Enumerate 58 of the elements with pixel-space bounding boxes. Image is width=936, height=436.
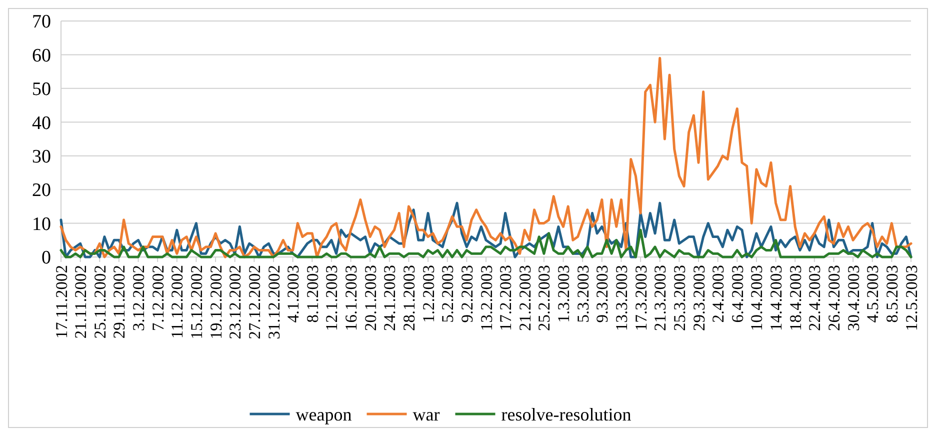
- x-tick-label: 22.4.2003: [805, 265, 824, 331]
- x-tick-label: 25.3.2003: [670, 265, 689, 331]
- x-tick-label: 21.11.2002: [71, 265, 90, 339]
- x-tick-label: 13.3.2003: [612, 265, 631, 331]
- x-tick-label: 21.2.2003: [515, 265, 534, 331]
- y-tick-label: 0: [42, 248, 51, 269]
- x-tick-label: 12.1.2003: [322, 265, 342, 331]
- y-tick-label: 70: [32, 12, 51, 33]
- x-tick-label: 10.4.2003: [747, 265, 766, 331]
- line-series: [60, 228, 912, 258]
- x-tick-label: 3.12.2002: [129, 265, 148, 331]
- x-tick-label: 25.11.2002: [90, 265, 110, 339]
- x-tick-label: 24.1.2003: [380, 265, 400, 331]
- x-tick-label: 17.3.2003: [631, 265, 650, 331]
- x-tick-label: 23.12.2002: [226, 265, 245, 340]
- x-tick-label: 14.4.2003: [766, 265, 786, 331]
- x-tick-label: 1.2.2003: [418, 265, 438, 323]
- x-tick-label: 27.12.2002: [244, 265, 264, 340]
- x-tick-label: 8.5.2003: [882, 265, 902, 323]
- y-tick-label: 60: [32, 45, 51, 66]
- x-tick-label: 12.5.2003: [902, 265, 921, 331]
- x-tick-label: 28.1.2003: [400, 265, 418, 331]
- legend-label: war: [412, 404, 440, 424]
- x-tick-label: 2.4.2003: [708, 265, 728, 323]
- x-tick-label: 16.1.2003: [342, 265, 361, 331]
- x-tick-label: 29.3.2003: [689, 265, 708, 331]
- y-tick-label: 40: [32, 112, 51, 134]
- x-tick-label: 4.1.2003: [284, 265, 303, 323]
- x-tick-label: 29.11.2002: [110, 265, 129, 339]
- y-tick-label: 50: [32, 79, 51, 100]
- x-tick-label: 31.12.2002: [264, 265, 284, 340]
- y-tick-label: 20: [32, 180, 51, 202]
- x-tick-label: 4.5.2003: [863, 265, 882, 323]
- x-tick-label: 6.4.2003: [728, 265, 747, 323]
- x-tick-label: 11.12.2002: [168, 265, 187, 339]
- legend-label: weapon: [296, 404, 352, 424]
- x-tick-label: 7.12.2002: [148, 265, 168, 331]
- x-tick-label: 17.2.2003: [496, 265, 516, 331]
- x-tick-label: 20.1.2003: [360, 265, 380, 331]
- x-tick-label: 13.2.2003: [476, 265, 496, 331]
- x-tick-label: 8.1.2003: [302, 265, 322, 323]
- x-tick-label: 5.2.2003: [438, 265, 458, 323]
- x-tick-label: 5.3.2003: [573, 265, 592, 323]
- x-tick-label: 1.3.2003: [554, 265, 574, 323]
- x-tick-label: 17.11.2002: [52, 265, 71, 339]
- x-tick-label: 30.4.2003: [844, 265, 863, 331]
- y-tick-label: 30: [32, 146, 51, 168]
- x-tick-label: 15.12.2002: [187, 265, 206, 340]
- legend-label: resolve-resolution: [501, 404, 632, 424]
- y-tick-label: 10: [32, 214, 51, 235]
- x-tick-label: 26.4.2003: [824, 265, 844, 331]
- x-tick-label: 9.2.2003: [457, 265, 476, 323]
- x-tick-label: 9.3.2003: [592, 265, 612, 323]
- x-tick-label: 25.2.2003: [534, 265, 554, 331]
- x-tick-label: 21.3.2003: [650, 265, 670, 331]
- x-tick-label: 18.4.2003: [786, 265, 805, 331]
- x-tick-label: 19.12.2002: [206, 265, 226, 340]
- line-series: [60, 56, 912, 258]
